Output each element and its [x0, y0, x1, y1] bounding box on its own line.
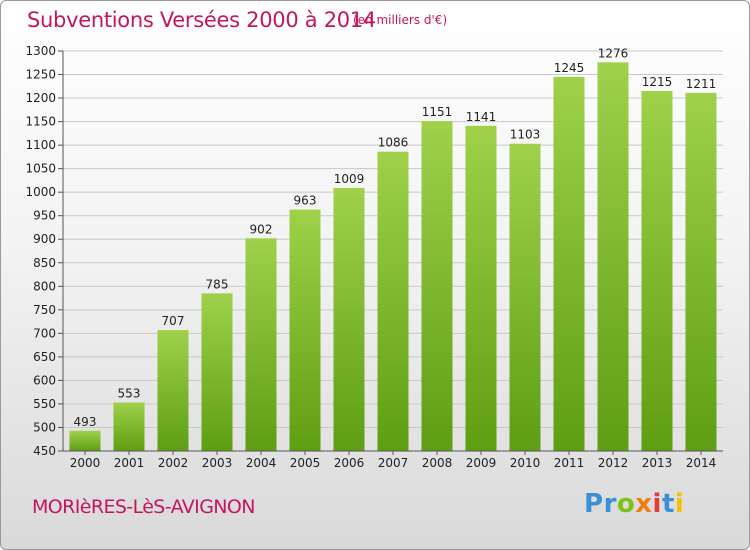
- x-tick-label: 2014: [686, 456, 717, 470]
- y-tick-label: 1150: [25, 115, 56, 129]
- logo-letter: t: [661, 489, 675, 519]
- y-tick-label: 500: [33, 420, 56, 434]
- x-tick-label: 2013: [642, 456, 673, 470]
- y-tick-label: 1250: [25, 68, 56, 82]
- x-tick-label: 2004: [246, 456, 277, 470]
- bar: [377, 151, 409, 452]
- bar: [509, 143, 541, 452]
- y-tick-label: 800: [33, 279, 56, 293]
- logo-letter: o: [616, 489, 636, 519]
- bar: [685, 92, 717, 451]
- y-axis: 450 500 550 600 650 700 750 800 850 900 950 1000 105…: [25, 44, 64, 458]
- x-axis: 2000 2001 2002 2003 2004 2005 2006 2007 2008 2009…: [63, 450, 723, 470]
- x-tick-label: 2000: [70, 456, 101, 470]
- x-tick-label: 2011: [554, 456, 585, 470]
- bar-value-label: 1141: [466, 110, 497, 124]
- bar-value-label: 963: [294, 194, 317, 208]
- bar-value-label: 1086: [378, 136, 409, 150]
- y-tick-label: 850: [33, 256, 56, 270]
- bar: [289, 209, 321, 451]
- y-tick-label: 450: [33, 444, 56, 458]
- proxiti-logo[interactable]: Proxiti: [584, 489, 684, 519]
- y-tick-label: 600: [33, 373, 56, 387]
- y-tick-label: 950: [33, 209, 56, 223]
- logo-letter: i: [652, 489, 662, 519]
- y-tick-label: 1000: [25, 185, 56, 199]
- logo-letter: r: [603, 489, 617, 519]
- x-tick-label: 2007: [378, 456, 409, 470]
- bar: [245, 238, 277, 451]
- y-tick-label: 1200: [25, 91, 56, 105]
- logo-letter: i: [674, 489, 685, 519]
- x-tick-label: 2003: [202, 456, 233, 470]
- bar-value-label: 1009: [334, 172, 365, 186]
- bar: [553, 76, 585, 451]
- bar-value-label: 493: [74, 415, 97, 429]
- bar-value-label: 553: [118, 387, 141, 401]
- x-tick-label: 2001: [114, 456, 145, 470]
- bars: 493 553 707 785 902 963 1009 1086 1151 1141 1103 12…: [69, 46, 717, 452]
- logo-letter: x: [635, 489, 653, 519]
- x-tick-label: 2009: [466, 456, 497, 470]
- bar: [421, 121, 453, 451]
- y-tick-label: 750: [33, 303, 56, 317]
- y-tick-label: 650: [33, 350, 56, 364]
- bar: [201, 293, 233, 451]
- y-tick-label: 1050: [25, 162, 56, 176]
- bar-value-label: 1211: [686, 77, 717, 91]
- commune-name: MORIèRES-LèS-AVIGNON: [32, 496, 256, 518]
- bar: [641, 91, 673, 451]
- x-tick-label: 2006: [334, 456, 365, 470]
- bar: [157, 330, 189, 451]
- y-tick-label: 1300: [25, 44, 56, 58]
- y-tick-label: 700: [33, 326, 56, 340]
- y-tick-label: 1100: [25, 138, 56, 152]
- bar: [113, 402, 145, 451]
- x-tick-label: 2008: [422, 456, 453, 470]
- chart-title: Subventions Versées 2000 à 2014: [27, 8, 376, 32]
- bar-value-label: 1215: [642, 75, 673, 89]
- bar-value-label: 1245: [554, 61, 585, 75]
- x-tick-label: 2002: [158, 456, 189, 470]
- y-tick-label: 550: [33, 397, 56, 411]
- x-tick-label: 2012: [598, 456, 629, 470]
- bar-value-label: 707: [162, 314, 185, 328]
- bar-value-label: 1103: [510, 128, 541, 142]
- bar: [597, 62, 629, 451]
- bar-value-label: 785: [206, 277, 229, 291]
- bar: [333, 187, 365, 452]
- x-tick-label: 2010: [510, 456, 541, 470]
- logo-letter: P: [584, 489, 604, 519]
- x-tick-label: 2005: [290, 456, 321, 470]
- unit-note: (en milliers d'€): [353, 13, 448, 27]
- bar: [465, 125, 497, 451]
- bar-value-label: 902: [250, 222, 273, 236]
- bar-value-label: 1151: [422, 105, 453, 119]
- bar: [69, 430, 101, 451]
- y-tick-label: 900: [33, 232, 56, 246]
- bar-value-label: 1276: [598, 46, 629, 60]
